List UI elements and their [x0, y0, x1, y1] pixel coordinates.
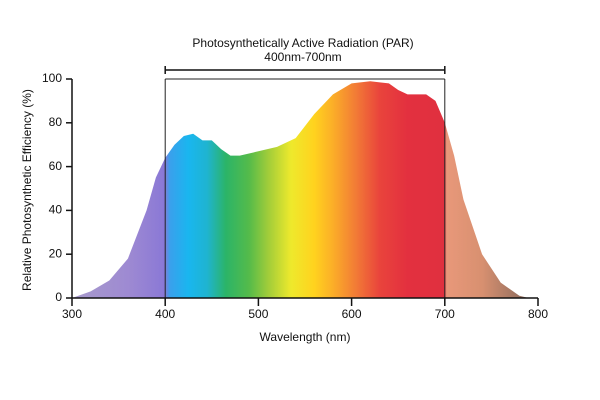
y-tick-label: 0 — [55, 290, 62, 304]
y-tick-label: 100 — [42, 71, 62, 85]
chart-subtitle: 400nm-700nm — [264, 50, 341, 64]
x-tick-label: 600 — [342, 307, 362, 321]
x-tick-label: 300 — [62, 307, 82, 321]
x-axis-label: Wavelength (nm) — [260, 330, 351, 344]
y-tick-label: 20 — [49, 246, 63, 260]
x-tick-label: 400 — [155, 307, 175, 321]
x-tick-label: 500 — [248, 307, 268, 321]
x-tick-label: 700 — [435, 307, 455, 321]
y-tick-label: 40 — [49, 203, 63, 217]
area — [72, 81, 529, 298]
y-tick-label: 60 — [49, 159, 63, 173]
x-tick-label: 800 — [528, 307, 548, 321]
chart-title: Photosynthetically Active Radiation (PAR… — [192, 36, 413, 50]
y-axis-label: Relative Photosynthetic Efficiency (%) — [20, 89, 34, 291]
y-tick-label: 80 — [49, 115, 63, 129]
